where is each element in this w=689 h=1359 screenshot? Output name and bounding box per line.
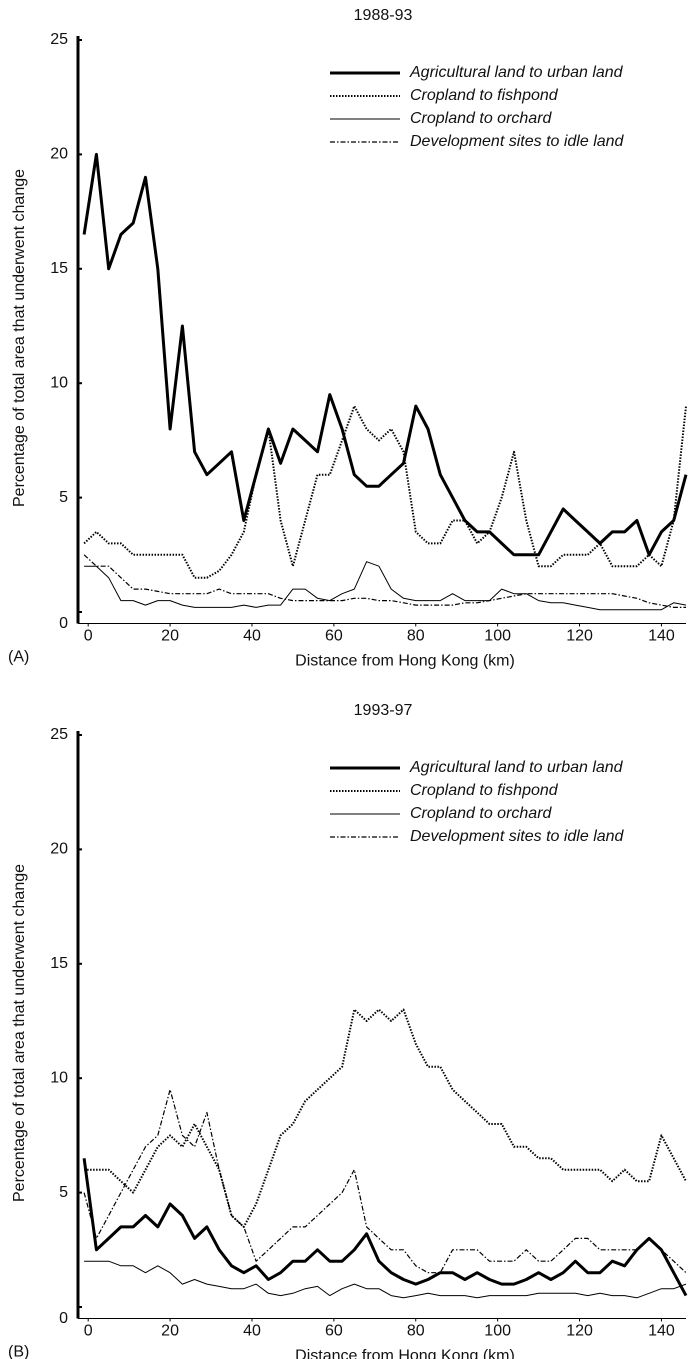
y-tick-label: 15 (50, 260, 68, 277)
legend-label: Cropland to fishpond (410, 87, 559, 104)
legend-label: Cropland to orchard (410, 805, 553, 822)
x-tick-label: 0 (84, 1323, 93, 1340)
chart-panel: 1988-93 0 5 10 15 20 25 0 20 40 60 80 100 120 140 Dista… (8, 7, 688, 670)
x-tick-label: 100 (484, 628, 511, 645)
chart-panel: 1993-97 0 5 10 15 20 25 0 20 40 60 80 100 120 140 Dista… (8, 702, 688, 1359)
legend-label: Cropland to orchard (410, 110, 553, 127)
y-tick-label: 25 (50, 726, 68, 743)
x-axis-label: Distance from Hong Kong (km) (295, 653, 515, 670)
series-line (82, 152, 688, 557)
legend-label: Development sites to idle land (410, 828, 625, 845)
y-tick-label: 0 (59, 615, 68, 632)
legend-label: Cropland to fishpond (410, 782, 559, 799)
x-tick-label: 20 (161, 628, 179, 645)
series-line (83, 405, 687, 579)
y-tick-label: 10 (50, 374, 68, 391)
x-axis-label: Distance from Hong Kong (km) (295, 1348, 515, 1359)
legend-label: Development sites to idle land (410, 133, 625, 150)
chart-title: 1988-93 (354, 7, 413, 24)
panel-label: (A) (8, 649, 29, 666)
y-axis-label: Percentage of total area that underwent … (11, 169, 28, 507)
y-tick-label: 15 (50, 955, 68, 972)
series-line (84, 561, 687, 611)
y-tick-label: 5 (59, 489, 68, 506)
series-line (82, 1158, 688, 1297)
legend-label: Agricultural land to urban land (409, 64, 624, 81)
x-tick-label: 100 (484, 1323, 511, 1340)
y-tick-label: 0 (59, 1310, 68, 1327)
x-tick-label: 80 (407, 628, 425, 645)
y-tick-label: 20 (50, 841, 68, 858)
series-line (83, 1089, 687, 1274)
x-tick-label: 40 (243, 1323, 261, 1340)
x-tick-label: 140 (648, 628, 675, 645)
x-tick-label: 20 (161, 1323, 179, 1340)
y-axis-label: Percentage of total area that underwent … (11, 864, 28, 1202)
x-tick-label: 120 (566, 1323, 593, 1340)
panel-label: (B) (8, 1344, 29, 1359)
x-tick-label: 0 (84, 628, 93, 645)
x-tick-label: 140 (648, 1323, 675, 1340)
chart-title: 1993-97 (354, 702, 413, 719)
series-line (83, 554, 686, 608)
x-tick-label: 60 (325, 1323, 343, 1340)
x-tick-label: 120 (566, 628, 593, 645)
series-line (84, 1008, 687, 1228)
y-tick-label: 10 (50, 1069, 68, 1086)
x-tick-label: 40 (243, 628, 261, 645)
legend-label: Agricultural land to urban land (409, 759, 624, 776)
series-line (84, 1260, 687, 1299)
y-tick-label: 25 (50, 31, 68, 48)
y-tick-label: 5 (59, 1184, 68, 1201)
y-tick-label: 20 (50, 146, 68, 163)
x-tick-label: 80 (407, 1323, 425, 1340)
x-tick-label: 60 (325, 628, 343, 645)
